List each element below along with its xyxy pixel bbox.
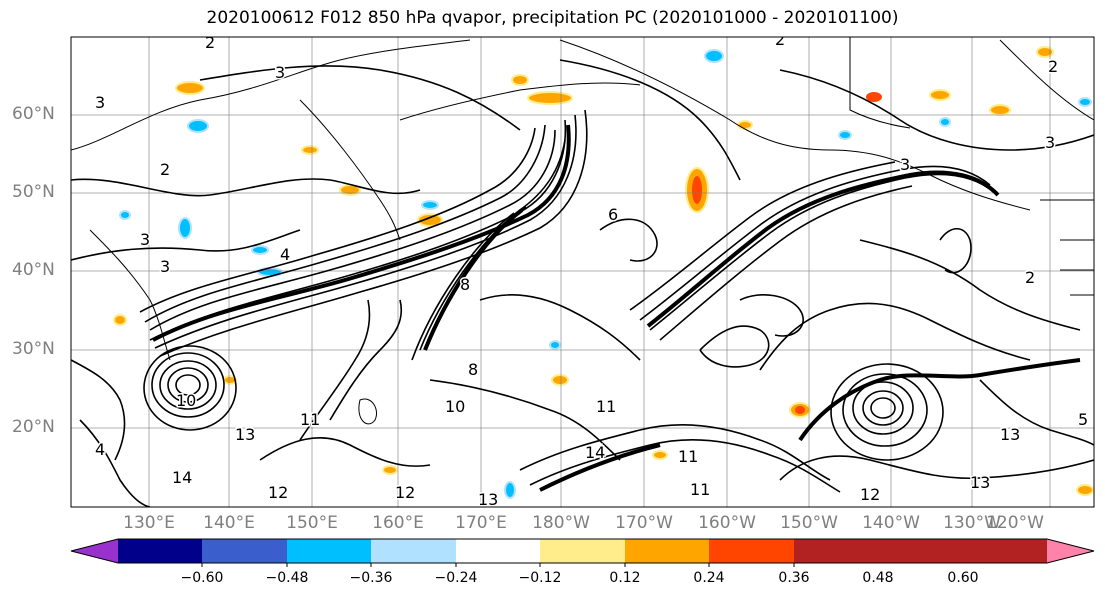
contour-label: 14	[172, 468, 192, 487]
colorbar-cell	[202, 539, 287, 563]
lon-label-130e: 130°E	[123, 513, 175, 533]
positive-precip-patches	[113, 46, 1094, 496]
contour-label: 2	[205, 33, 215, 52]
lat-label-50n: 50°N	[12, 182, 55, 202]
colorbar-cell	[540, 539, 625, 563]
lat-label-60n: 60°N	[12, 104, 55, 124]
lon-label-140e: 140°E	[203, 513, 255, 533]
colorbar-extend-right	[1047, 539, 1094, 563]
lon-label-180w: 180°W	[532, 513, 590, 533]
coastlines	[71, 37, 1094, 425]
colorbar-tick-label: 0.36	[778, 570, 810, 586]
plot-frame	[70, 36, 1095, 508]
contour-label: 5	[1078, 410, 1088, 429]
colorbar-cell	[118, 539, 202, 563]
contour-label: 4	[280, 245, 290, 264]
lon-label-160w: 160°W	[698, 513, 756, 533]
colorbar-tick-label: 0.24	[693, 570, 725, 586]
colorbar-tick-label: −0.12	[518, 570, 562, 586]
lat-label-20n: 20°N	[12, 417, 55, 437]
plot-area: 2 3 2 2 3 2 3 4 3 3 6 8 10 11 11 13 14 1…	[71, 30, 1094, 509]
qvapor-contours	[71, 59, 1094, 507]
colorbar-extend-left	[71, 539, 118, 563]
contour-label: 3	[900, 155, 910, 174]
contour-label: 8	[468, 360, 478, 379]
contour-label: 12	[268, 483, 288, 502]
colorbar-tick-label: −0.24	[434, 570, 478, 586]
contour-label: 12	[395, 483, 415, 502]
colorbar-cell	[371, 539, 456, 563]
contour-label: 2	[1048, 57, 1058, 76]
contour-label: 11	[596, 397, 616, 416]
contour-label: 11	[300, 410, 320, 429]
strong-precip-patches	[692, 92, 882, 414]
contour-label: 6	[608, 205, 618, 224]
contour-label: 3	[160, 257, 170, 276]
lon-label-130w: 130°W	[943, 513, 1001, 533]
colorbar-ticks	[201, 563, 795, 567]
contour-label: 10	[445, 397, 465, 416]
contour-label: 8	[460, 275, 470, 294]
colorbar-cell	[794, 539, 1047, 563]
lat-label-30n: 30°N	[12, 339, 55, 359]
lon-label-170e: 170°E	[455, 513, 507, 533]
lon-label-140w: 140°W	[862, 513, 920, 533]
typhoon-contours	[143, 345, 237, 431]
contour-label: 3	[95, 93, 105, 112]
colorbar-tick-label: 0.12	[609, 570, 641, 586]
contour-label: 11	[690, 480, 710, 499]
colorbar-tick-label: 0.48	[862, 570, 894, 586]
lon-label-160e: 160°E	[372, 513, 424, 533]
colorbar-cell	[625, 539, 709, 563]
lon-label-150e: 150°E	[286, 513, 338, 533]
colorbar-tick-label: 0.60	[947, 570, 979, 586]
colorbar	[70, 538, 1095, 567]
precipitation-shading	[113, 46, 1094, 499]
colorbar-tick-label: −0.36	[349, 570, 393, 586]
contour-label: 12	[860, 485, 880, 504]
contour-label: 3	[275, 63, 285, 82]
contour-label: 13	[1000, 425, 1020, 444]
contour-label: 13	[970, 473, 990, 492]
contour-label: 13	[478, 490, 498, 509]
map-title: 2020100612 F012 850 hPa qvapor, precipit…	[206, 8, 899, 28]
jet-core-contours	[152, 124, 1081, 492]
contour-label: 2	[160, 160, 170, 179]
contour-label: 11	[678, 447, 698, 466]
hurricane-contours	[830, 363, 944, 461]
colorbar-cell	[287, 539, 371, 563]
contour-label: 13	[235, 425, 255, 444]
colorbar-outline	[70, 538, 1095, 564]
lon-label-120w: 120°W	[986, 513, 1044, 533]
contour-label: 3	[140, 230, 150, 249]
contour-label: 3	[1045, 133, 1055, 152]
contour-label: 2	[775, 30, 785, 49]
contour-label: 14	[585, 443, 605, 462]
lon-label-170w: 170°W	[615, 513, 673, 533]
contour-label: 10	[176, 391, 196, 410]
contour-label: 2	[1025, 268, 1035, 287]
contour-label: 4	[95, 440, 105, 459]
graticule	[71, 37, 1094, 507]
colorbar-tick-label: −0.48	[265, 570, 309, 586]
contour-label-group: 2 3 2 2 3 2 3 4 3 3 6 8 10 11 11 13 14 1…	[94, 30, 1090, 509]
colorbar-cell	[456, 539, 540, 563]
lat-label-40n: 40°N	[12, 260, 55, 280]
lon-label-150w: 150°W	[780, 513, 838, 533]
negative-precip-patches	[119, 49, 1092, 499]
colorbar-tick-label: −0.60	[180, 570, 224, 586]
colorbar-cell	[709, 539, 794, 563]
colorbar-cells	[118, 539, 1047, 563]
